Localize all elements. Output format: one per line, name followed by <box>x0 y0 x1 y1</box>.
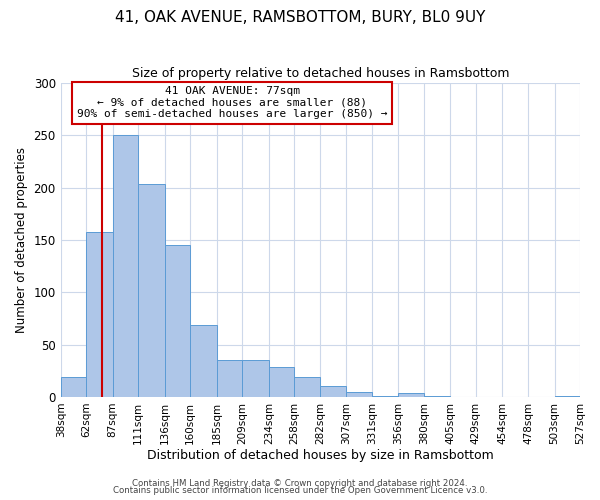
Text: 41 OAK AVENUE: 77sqm
← 9% of detached houses are smaller (88)
90% of semi-detach: 41 OAK AVENUE: 77sqm ← 9% of detached ho… <box>77 86 387 120</box>
Bar <box>424 396 451 397</box>
Bar <box>61 377 86 397</box>
Text: Contains public sector information licensed under the Open Government Licence v3: Contains public sector information licen… <box>113 486 487 495</box>
Bar <box>165 245 190 397</box>
Bar <box>346 392 372 397</box>
Bar <box>295 377 320 397</box>
Text: 41, OAK AVENUE, RAMSBOTTOM, BURY, BL0 9UY: 41, OAK AVENUE, RAMSBOTTOM, BURY, BL0 9U… <box>115 10 485 25</box>
Bar <box>320 386 346 397</box>
Text: Contains HM Land Registry data © Crown copyright and database right 2024.: Contains HM Land Registry data © Crown c… <box>132 478 468 488</box>
Bar <box>113 136 138 397</box>
Title: Size of property relative to detached houses in Ramsbottom: Size of property relative to detached ho… <box>131 68 509 80</box>
Bar <box>269 366 295 397</box>
Bar <box>398 393 424 397</box>
Y-axis label: Number of detached properties: Number of detached properties <box>15 147 28 333</box>
Bar <box>86 232 113 397</box>
Bar <box>242 360 269 397</box>
Bar <box>190 325 217 397</box>
Bar <box>372 396 398 397</box>
Bar <box>217 360 242 397</box>
X-axis label: Distribution of detached houses by size in Ramsbottom: Distribution of detached houses by size … <box>147 450 494 462</box>
Bar <box>138 184 165 397</box>
Bar <box>554 396 580 397</box>
